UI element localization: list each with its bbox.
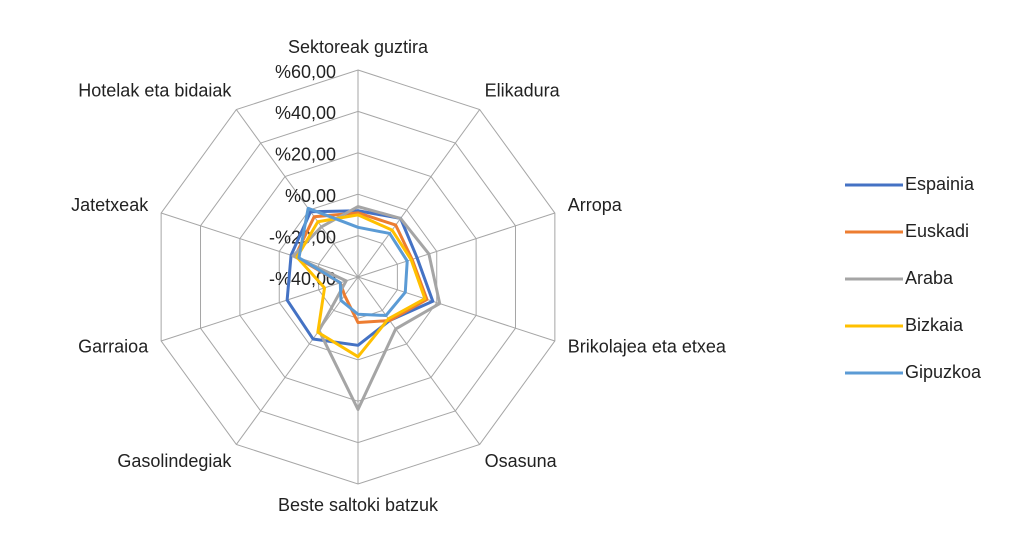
axis-label: Beste saltoki batzuk — [278, 495, 439, 515]
axis-label: Garraioa — [78, 337, 149, 357]
legend-label: Araba — [905, 268, 954, 288]
series-line — [285, 209, 435, 347]
y-tick-label: %60,00 — [275, 62, 336, 82]
axis-label: Sektoreak guztira — [288, 37, 429, 57]
legend-label: Espainia — [905, 174, 975, 194]
series-line — [297, 206, 409, 318]
legend-label: Gipuzkoa — [905, 362, 982, 382]
axis-label: Gasolindegiak — [117, 451, 232, 471]
axis-label: Elikadura — [485, 80, 561, 100]
spoke — [235, 109, 359, 278]
series-line — [295, 213, 427, 359]
spoke — [357, 276, 556, 342]
y-tick-label: %40,00 — [275, 103, 336, 123]
axis-label: Arropa — [568, 195, 623, 215]
spoke — [357, 109, 481, 278]
axis-label: Hotelak eta bidaiak — [78, 80, 232, 100]
spoke — [357, 276, 481, 445]
axis-label: Osasuna — [485, 451, 558, 471]
y-tick-label: %20,00 — [275, 145, 336, 165]
y-tick-label: %0,00 — [285, 186, 336, 206]
spoke — [357, 212, 556, 278]
spoke — [160, 212, 359, 278]
legend-label: Euskadi — [905, 221, 969, 241]
axis-label: Jatetxeak — [71, 195, 149, 215]
legend-label: Bizkaia — [905, 315, 964, 335]
spoke — [235, 276, 359, 445]
axis-label: Brikolajea eta etxea — [568, 337, 727, 357]
